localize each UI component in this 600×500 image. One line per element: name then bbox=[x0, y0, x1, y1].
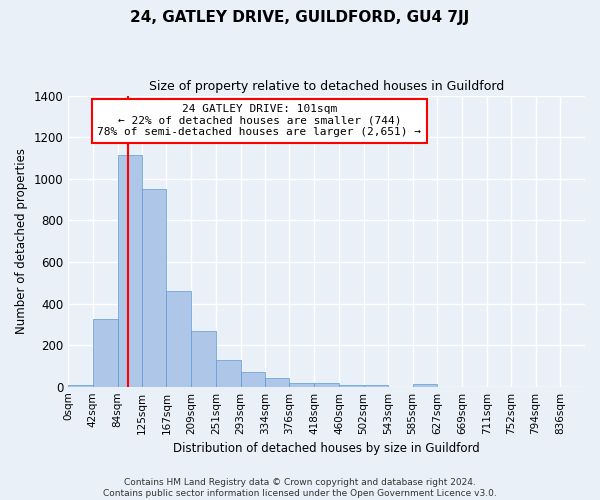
Text: Contains HM Land Registry data © Crown copyright and database right 2024.
Contai: Contains HM Land Registry data © Crown c… bbox=[103, 478, 497, 498]
Bar bbox=[118, 155, 142, 386]
Bar bbox=[314, 382, 339, 386]
Bar bbox=[289, 382, 314, 386]
Bar bbox=[68, 385, 93, 386]
Text: 24 GATLEY DRIVE: 101sqm
← 22% of detached houses are smaller (744)
78% of semi-d: 24 GATLEY DRIVE: 101sqm ← 22% of detache… bbox=[97, 104, 421, 138]
Bar bbox=[241, 372, 265, 386]
Title: Size of property relative to detached houses in Guildford: Size of property relative to detached ho… bbox=[149, 80, 504, 93]
Bar bbox=[191, 330, 216, 386]
Bar bbox=[339, 384, 364, 386]
Bar bbox=[413, 384, 437, 386]
Bar bbox=[265, 378, 289, 386]
X-axis label: Distribution of detached houses by size in Guildford: Distribution of detached houses by size … bbox=[173, 442, 480, 455]
Y-axis label: Number of detached properties: Number of detached properties bbox=[15, 148, 28, 334]
Bar bbox=[166, 291, 191, 386]
Bar bbox=[364, 384, 388, 386]
Text: 24, GATLEY DRIVE, GUILDFORD, GU4 7JJ: 24, GATLEY DRIVE, GUILDFORD, GU4 7JJ bbox=[130, 10, 470, 25]
Bar bbox=[142, 189, 166, 386]
Bar bbox=[216, 360, 241, 386]
Bar bbox=[93, 319, 118, 386]
